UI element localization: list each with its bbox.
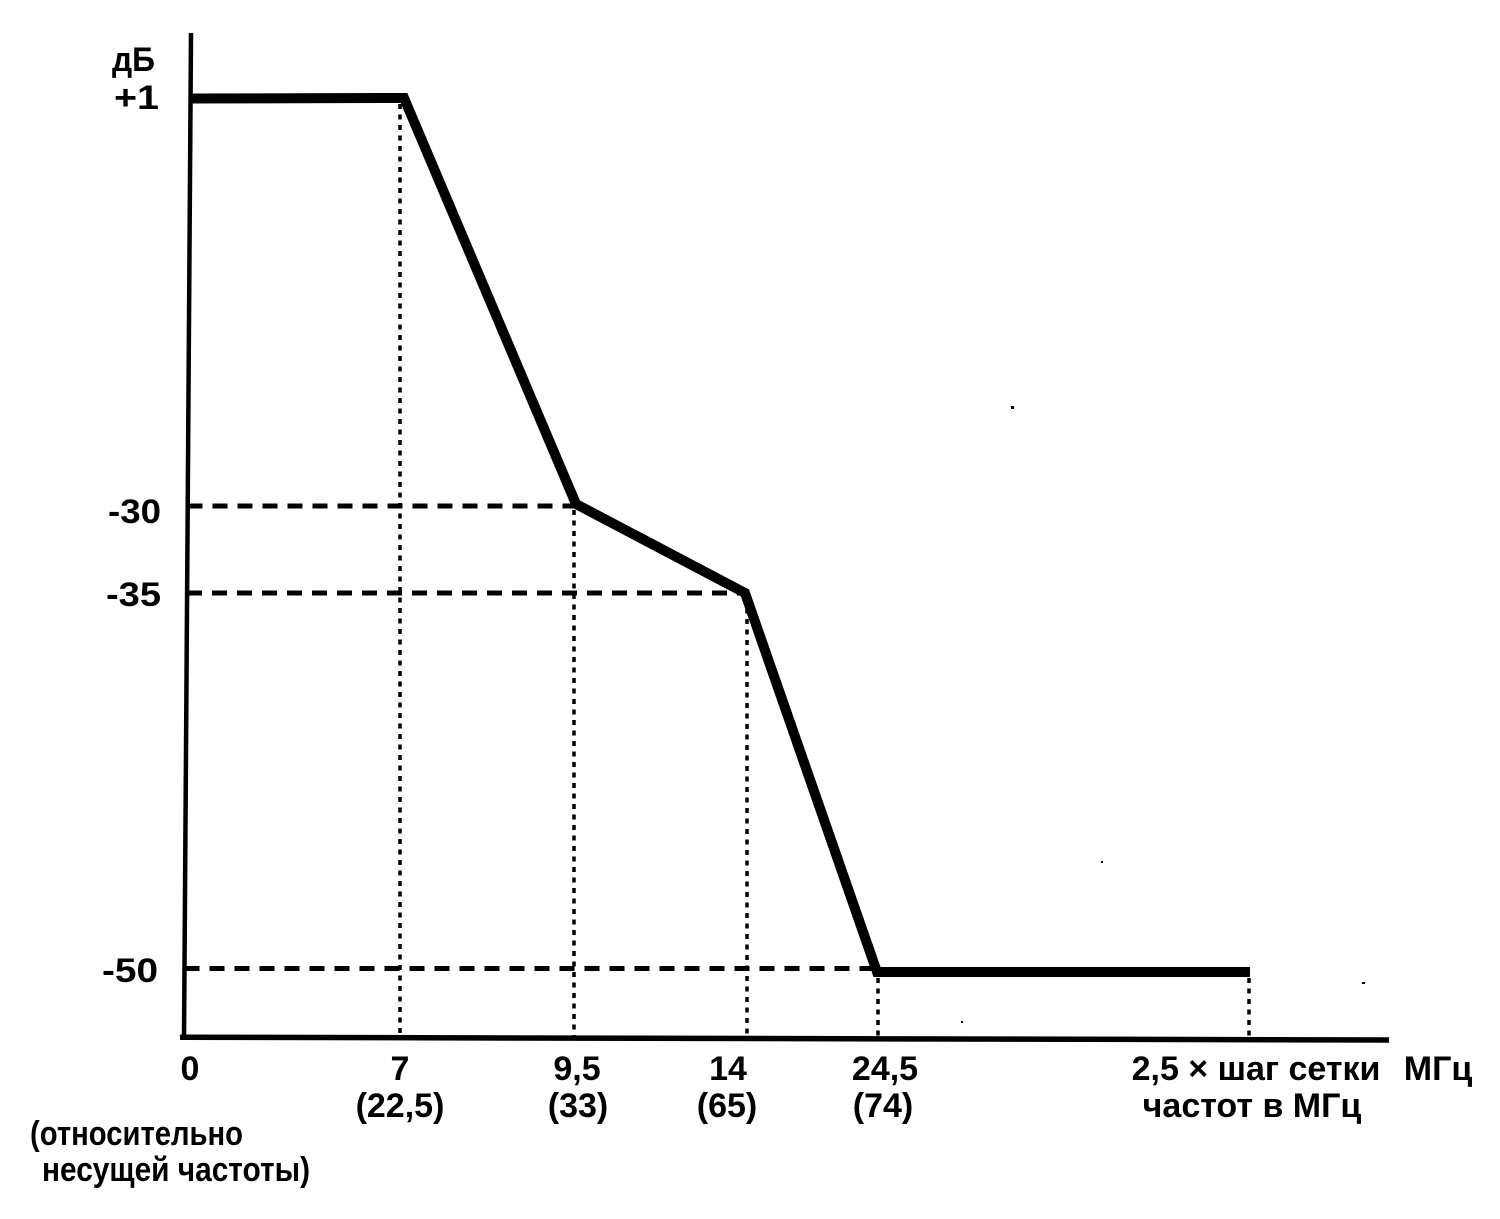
svg-text:(33): (33) [548,1087,608,1125]
svg-text:несущей частоты): несущей частоты) [42,1151,310,1189]
svg-text:МГц: МГц [1404,1050,1473,1088]
svg-text:дБ: дБ [112,41,155,79]
svg-text:(относительно: (относительно [30,1115,243,1153]
svg-text:-50: -50 [102,952,158,990]
svg-text:14: 14 [709,1050,747,1088]
svg-text:(74): (74) [853,1087,913,1125]
svg-text:(22,5): (22,5) [356,1087,445,1125]
svg-text:+1: +1 [114,79,159,117]
svg-text:(65): (65) [697,1087,757,1125]
svg-text:0: 0 [181,1050,200,1088]
svg-text:2,5 × шаг сетки: 2,5 × шаг сетки [1132,1050,1381,1088]
svg-text:7: 7 [391,1050,410,1088]
svg-text:-35: -35 [106,576,161,614]
svg-text:9,5: 9,5 [553,1050,600,1088]
svg-text:частот в МГц: частот в МГц [1143,1087,1362,1125]
svg-text:-30: -30 [108,493,161,531]
svg-text:24,5: 24,5 [852,1050,918,1088]
